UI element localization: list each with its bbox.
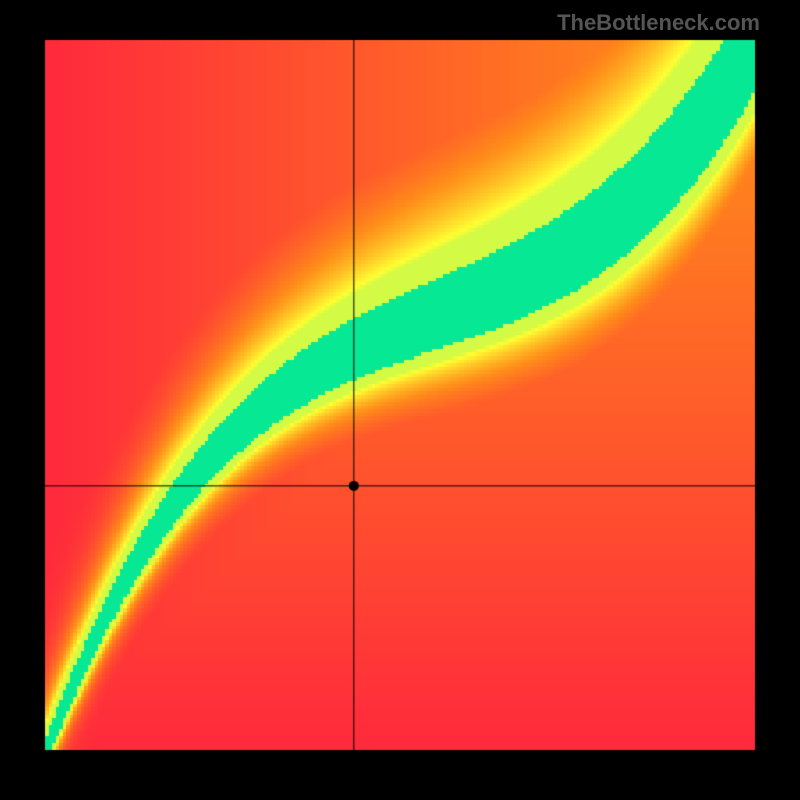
watermark-text: TheBottleneck.com (557, 10, 760, 36)
heatmap-canvas (0, 0, 800, 800)
chart-container: { "canvas": { "width": 800, "height": 80… (0, 0, 800, 800)
